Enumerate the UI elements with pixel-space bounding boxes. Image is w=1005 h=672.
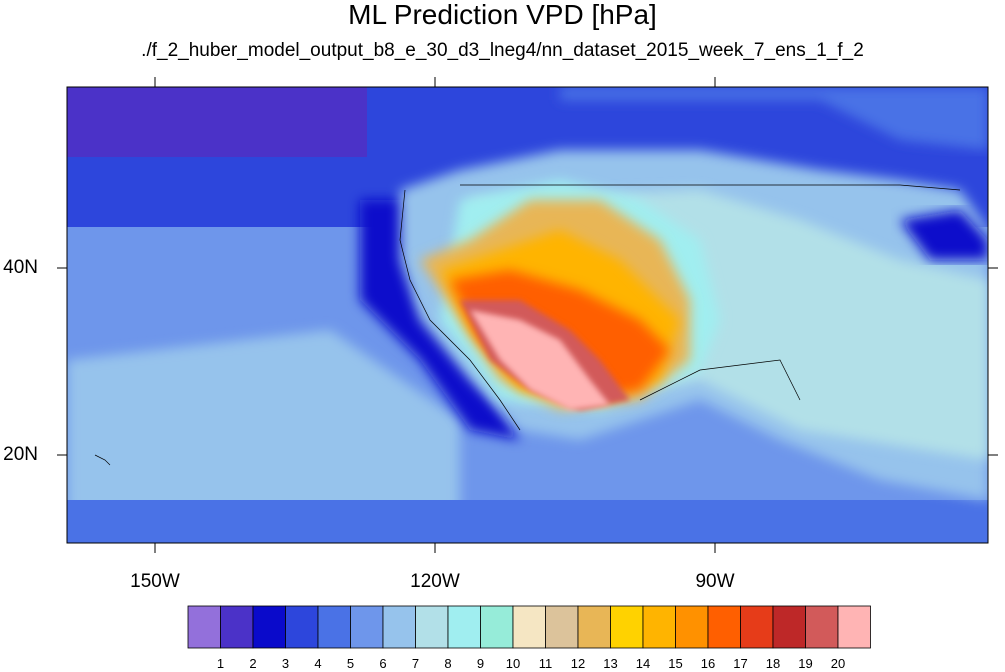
colorbar-swatch xyxy=(740,605,774,649)
colorbar-tick-label: 1 xyxy=(216,656,225,671)
lon-label-150w: 150W xyxy=(130,571,180,592)
colorbar-swatch xyxy=(252,605,286,649)
colorbar-tick-label: 9 xyxy=(476,656,485,671)
colorbar-swatch xyxy=(415,605,449,649)
colorbar-tick-label: 7 xyxy=(411,656,420,671)
colorbar-tick-label: 12 xyxy=(570,656,586,671)
lon-label-90w: 90W xyxy=(695,571,735,592)
colorbar-swatch xyxy=(772,605,806,649)
vpd-field xyxy=(67,87,988,543)
colorbar-tick-label: 5 xyxy=(346,656,355,671)
colorbar-tick-label: 16 xyxy=(700,656,716,671)
colorbar-swatch xyxy=(642,605,676,649)
colorbar-swatch xyxy=(382,605,416,649)
colorbar-swatch xyxy=(187,605,221,649)
colorbar-tick-label: 19 xyxy=(798,656,813,671)
colorbar-swatch xyxy=(447,605,481,649)
colorbar-swatch xyxy=(610,605,644,649)
colorbar-tick-label: 2 xyxy=(249,656,257,671)
colorbar-tick-label: 15 xyxy=(668,656,683,671)
colorbar-tick-label: 17 xyxy=(733,656,748,671)
colorbar-tick-label: 6 xyxy=(379,656,387,671)
colorbar-swatch xyxy=(480,605,514,649)
coastlines xyxy=(94,184,961,466)
colorbar-swatch xyxy=(837,605,871,649)
colorbar-swatch xyxy=(707,605,741,649)
lon-label-120w: 120W xyxy=(410,571,460,592)
axis-ticks xyxy=(57,77,998,553)
colorbar-tick-label: 13 xyxy=(603,656,618,671)
colorbar-swatch xyxy=(285,605,319,649)
colorbar-tick-label: 3 xyxy=(281,656,290,671)
colorbar-swatch xyxy=(545,605,579,649)
colorbar-tick-label: 11 xyxy=(538,656,553,671)
colorbar-swatch xyxy=(220,605,254,649)
colorbar-swatch xyxy=(512,605,546,649)
colorbar-swatch xyxy=(577,605,611,649)
colorbar-tick-label: 14 xyxy=(635,656,651,671)
colorbar-tick-label: 8 xyxy=(444,656,452,671)
map-title: ML Prediction VPD [hPa] xyxy=(348,0,657,30)
colorbar-swatch xyxy=(675,605,709,649)
map-frame xyxy=(66,86,989,544)
colorbar-tick-label: 10 xyxy=(505,656,521,671)
colorbar xyxy=(187,605,871,649)
colorbar-swatch xyxy=(805,605,839,649)
colorbar-tick-label: 18 xyxy=(765,656,781,671)
colorbar-swatch xyxy=(350,605,384,649)
colorbar-tick-label: 4 xyxy=(314,656,322,671)
lat-label-20n: 20N xyxy=(3,444,38,465)
lat-label-40n: 40N xyxy=(3,257,38,278)
colorbar-swatch xyxy=(317,605,351,649)
map-subtitle: ./f_2_huber_model_output_b8_e_30_d3_lneg… xyxy=(141,40,864,61)
colorbar-tick-label: 20 xyxy=(830,656,846,671)
